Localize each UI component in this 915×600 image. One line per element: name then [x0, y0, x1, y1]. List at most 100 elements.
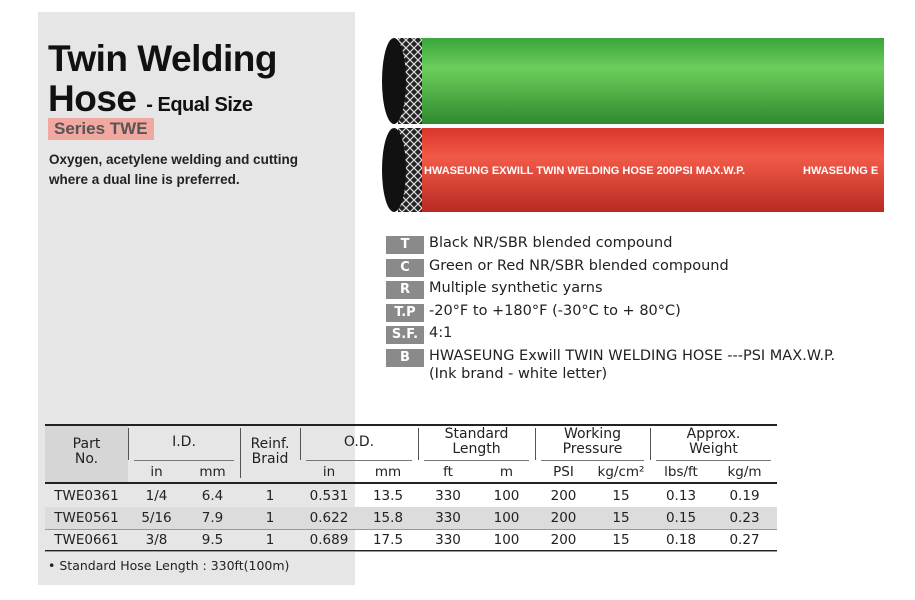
divider — [535, 428, 536, 460]
spec-text: HWASEUNG Exwill TWIN WELDING HOSE ---PSI… — [429, 348, 836, 364]
group-header: No. — [74, 451, 99, 467]
table-cell: 330 — [435, 488, 461, 504]
table-cell: 0.622 — [309, 510, 349, 526]
group-header: Pressure — [562, 441, 623, 457]
table-cell: 1/4 — [145, 488, 168, 504]
table-cell: 200 — [550, 510, 577, 526]
table-cell: TWE0361 — [54, 488, 119, 504]
group-header: I.D. — [172, 434, 196, 450]
red-hose — [398, 128, 884, 212]
table-cell: 15 — [612, 510, 630, 526]
table-cell: 0.23 — [729, 510, 760, 526]
green-hose — [398, 38, 884, 124]
table-cell: 200 — [550, 488, 577, 504]
table-cell: 9.5 — [201, 532, 224, 548]
spec-code: T — [386, 236, 424, 254]
rule — [45, 424, 777, 426]
row-line — [45, 528, 777, 530]
unit-header: m — [499, 464, 514, 480]
spec-text: Multiple synthetic yarns — [429, 280, 603, 296]
table-cell: 17.5 — [372, 532, 404, 548]
group-header: Approx. — [686, 426, 741, 442]
description: Oxygen, acetylene welding and cutting — [49, 152, 299, 167]
table-cell: TWE0561 — [54, 510, 119, 526]
table-cell: 7.9 — [201, 510, 224, 526]
table-cell: 0.13 — [665, 488, 697, 504]
table-cell: 1 — [265, 532, 275, 548]
title: Twin Welding — [48, 38, 278, 79]
group-line — [134, 460, 234, 461]
group-line — [656, 460, 771, 461]
unit-header: in — [322, 464, 336, 480]
group-line — [306, 460, 412, 461]
unit-header: mm — [374, 464, 402, 480]
group-header: Standard — [444, 426, 509, 442]
table-cell: 0.18 — [665, 532, 697, 548]
unit-header: kg/cm² — [597, 464, 645, 480]
spec-text: 4:1 — [429, 325, 453, 341]
group-header: Part — [72, 436, 101, 452]
group-line — [541, 460, 644, 461]
group-line — [424, 460, 529, 461]
divider — [418, 428, 419, 460]
spec-text: (Ink brand - white letter) — [429, 366, 608, 382]
unit-header: ft — [443, 464, 453, 480]
hose-image: HWASEUNG EXWILL TWIN WELDING HOSE 200PSI… — [382, 38, 884, 212]
description: where a dual line is preferred. — [49, 172, 240, 187]
divider — [300, 428, 301, 460]
hose-end — [382, 128, 406, 212]
spec-code: B — [386, 349, 424, 367]
table-cell: 1 — [265, 488, 275, 504]
hose-end — [382, 38, 406, 124]
title-line: Hose — [48, 78, 137, 119]
table-cell: 15.8 — [372, 510, 404, 526]
table-cell: 0.27 — [729, 532, 760, 548]
spec-code: C — [386, 259, 424, 277]
title: Hose - Equal Size — [48, 78, 253, 120]
group-header: Braid — [251, 451, 289, 467]
table-cell: TWE0661 — [54, 532, 119, 548]
series-badge: Series TWE — [48, 118, 154, 140]
table-cell: 13.5 — [372, 488, 404, 504]
row-bg — [45, 507, 777, 529]
rule — [45, 482, 777, 484]
divider — [650, 428, 651, 460]
group-header: O.D. — [343, 434, 375, 450]
table-cell: 1 — [265, 510, 275, 526]
table-cell: 0.19 — [729, 488, 760, 504]
spec-text: Green or Red NR/SBR blended compound — [429, 258, 729, 274]
unit-header: PSI — [553, 464, 574, 480]
group-header: Weight — [689, 441, 738, 457]
table-cell: 3/8 — [145, 532, 168, 548]
table-cell: 200 — [550, 532, 577, 548]
spec-code: T.P — [386, 304, 424, 322]
footnote: • Standard Hose Length : 330ft(100m) — [48, 558, 290, 573]
unit-header: mm — [199, 464, 226, 480]
header-bg — [45, 426, 128, 482]
table-cell: 15 — [612, 488, 630, 504]
spec-code: S.F. — [386, 326, 424, 344]
footnote-text: Standard Hose Length : 330ft(100m) — [59, 558, 290, 573]
group-header: Working — [563, 426, 622, 442]
spec-text: -20°F to +180°F (-30°C to + 80°C) — [429, 303, 681, 319]
hose-print: HWASEUNG E — [803, 165, 878, 177]
group-header: Length — [452, 441, 501, 457]
unit-header: kg/m — [727, 464, 762, 480]
table-cell: 6.4 — [201, 488, 224, 504]
table-cell: 0.15 — [665, 510, 697, 526]
divider — [128, 428, 129, 460]
subtitle: - Equal Size — [146, 94, 253, 116]
row-line — [45, 550, 777, 552]
side-panel — [38, 12, 355, 585]
unit-header: lbs/ft — [664, 464, 698, 480]
spec-code: R — [386, 281, 424, 299]
unit-header: in — [150, 464, 163, 480]
table-cell: 100 — [493, 488, 520, 504]
table-cell: 100 — [493, 532, 520, 548]
group-header: Reinf. — [250, 436, 290, 452]
table-cell: 5/16 — [141, 510, 172, 526]
table-cell: 15 — [612, 532, 630, 548]
table-cell: 330 — [435, 510, 461, 526]
table-cell: 0.689 — [309, 532, 349, 548]
